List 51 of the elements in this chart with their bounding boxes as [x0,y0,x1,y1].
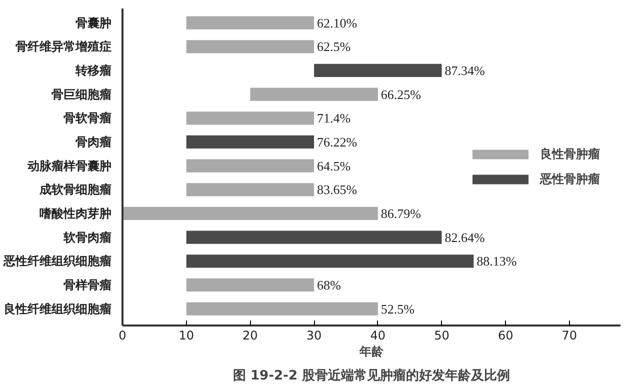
y-tick-label: 嗜酸性肉芽肿 [40,206,112,220]
bar [186,254,474,268]
legend-label: 良性骨肿瘤 [540,146,600,162]
y-tick-label: 软骨肉瘤 [62,230,112,244]
annotation: 86.79% [380,206,422,221]
legend-label: 恶性骨肿瘤 [540,170,600,188]
x-tick-label: 60 [498,328,514,342]
annotation: 83.65% [317,182,358,198]
bar [186,278,314,292]
annotation: 62.5% [317,39,351,54]
bar [314,64,442,78]
y-tick-label: 骨样骨瘤 [64,278,112,292]
y-tick-label: 骨纤维异常增殖症 [16,40,112,54]
bar [186,159,314,172]
annotation: 76.22% [317,134,358,150]
bar [186,112,314,125]
y-tick-label: 骨巨细胞瘤 [52,87,112,102]
y-tick-label: 成软骨细胞瘤 [38,182,112,197]
caption: 图 19-2-2 股骨近端常见肿瘤的好发年龄及比例 [232,368,510,384]
bar [186,230,442,244]
x-tick-label: 20 [242,328,258,342]
y-tick-label: 良性纤维组织细胞瘤 [4,302,112,316]
y-tick-label: 动脉瘤样骨囊肿 [26,158,112,173]
bar [186,16,314,30]
bar [250,88,378,101]
x-axis-title: 年龄 [358,344,384,358]
x-tick-label: 10 [178,328,194,342]
x-tick-label: 50 [434,328,450,342]
annotation: 68% [317,277,342,292]
annotation: 62.10% [317,15,358,30]
annotation: 66.25% [380,86,422,102]
annotation: 82.64% [444,230,485,245]
y-tick-label: 转移瘤 [74,63,112,78]
annotation: 87.34% [444,62,485,78]
bar [186,40,314,54]
x-tick-label: 30 [306,328,322,342]
x-tick-label: 0 [118,328,126,342]
bar [122,206,378,220]
y-tick-label: 骨囊肿 [76,16,112,30]
bar [186,135,314,149]
annotation: 88.13% [476,254,517,269]
y-tick-label: 恶性纤维组织细胞瘤 [2,254,112,268]
x-tick-label: 40 [370,328,386,342]
y-tick-label: 骨软骨瘤 [64,111,112,126]
x-tick-label: 70 [562,328,578,342]
y-tick-label: 骨肉瘤 [76,134,112,149]
bar [186,302,378,316]
annotation: 64.5% [317,158,351,174]
annotation: 71.4% [317,110,351,126]
bar [186,183,314,196]
annotation: 52.5% [380,301,415,316]
